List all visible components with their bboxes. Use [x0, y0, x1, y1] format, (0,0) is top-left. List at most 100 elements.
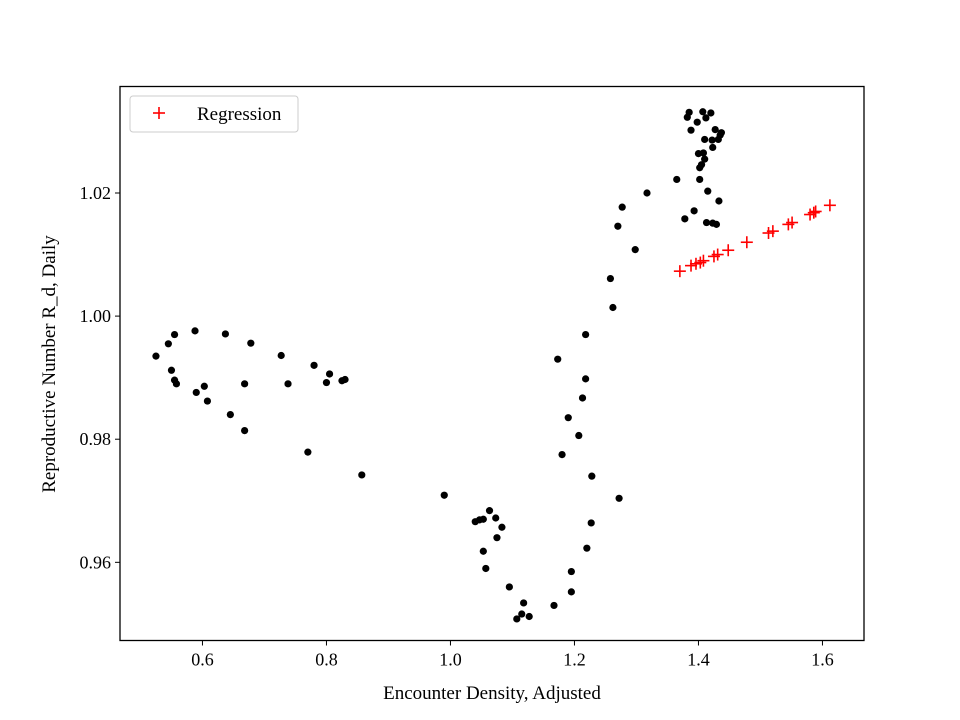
data-point	[172, 380, 181, 388]
data-point	[685, 108, 693, 116]
data-point	[711, 125, 719, 134]
data-point	[203, 397, 212, 405]
data-point	[699, 108, 707, 116]
legend: Regression	[129, 95, 299, 133]
data-point	[567, 567, 575, 576]
data-point	[709, 143, 717, 152]
regression-point	[823, 199, 836, 212]
data-point	[284, 380, 292, 388]
data-point	[226, 410, 234, 419]
regression-point	[685, 259, 698, 272]
data-point	[697, 161, 706, 169]
data-point	[578, 394, 587, 402]
x-axis-ticks: 0.6 0.8 1.0 1.2 1.4 1.6	[191, 640, 834, 670]
plot-frame	[119, 85, 865, 642]
data-point	[575, 431, 583, 440]
data-point	[440, 491, 448, 499]
data-point	[304, 448, 312, 456]
data-point	[191, 327, 199, 335]
x-tick-label: 0.8	[315, 650, 338, 670]
data-point	[358, 471, 366, 479]
legend-box	[129, 95, 299, 133]
data-point	[277, 351, 285, 360]
data-point	[247, 339, 255, 347]
data-point	[587, 519, 595, 527]
data-point	[241, 426, 249, 435]
regression-point	[807, 206, 820, 219]
data-point	[606, 274, 615, 283]
regression-point	[694, 256, 707, 269]
regression-point	[740, 236, 753, 249]
data-point	[643, 189, 651, 197]
regression-point	[722, 244, 735, 257]
data-point	[170, 330, 179, 339]
data-point	[310, 361, 318, 369]
data-point	[492, 514, 500, 522]
data-point	[505, 583, 513, 591]
data-point	[567, 588, 575, 596]
data-point	[558, 451, 566, 459]
data-point	[704, 187, 712, 195]
y-tick-label: 0.96	[80, 552, 112, 572]
data-point	[673, 175, 681, 184]
regression-point	[673, 265, 686, 278]
y-tick-label: 0.98	[80, 429, 112, 449]
data-point	[479, 547, 487, 555]
data-point	[167, 366, 176, 374]
data-point	[325, 370, 334, 378]
data-point	[681, 215, 689, 223]
data-point	[702, 218, 711, 227]
x-tick-label: 0.6	[191, 650, 214, 670]
regression-point	[766, 225, 779, 238]
data-point	[241, 380, 249, 388]
data-point	[701, 135, 709, 144]
regression-point	[809, 205, 822, 218]
data-point	[609, 303, 617, 312]
data-point	[693, 118, 701, 126]
y-tick-label: 1.02	[80, 183, 112, 203]
data-point	[554, 355, 562, 363]
legend-plus-marker	[153, 107, 165, 119]
data-point	[702, 114, 710, 122]
data-point	[687, 126, 695, 134]
data-point	[712, 220, 721, 228]
data-point	[631, 246, 639, 254]
x-tick-label: 1.2	[563, 650, 586, 670]
data-point	[518, 610, 526, 618]
data-point	[341, 375, 349, 384]
y-axis-ticks: 0.96 0.98 1.00 1.02	[80, 183, 120, 572]
legend-plus-icon	[153, 107, 165, 119]
regression-point	[697, 254, 710, 267]
regression-point	[711, 248, 724, 261]
data-point	[498, 523, 506, 531]
data-point	[550, 601, 558, 610]
x-tick-label: 1.6	[811, 650, 834, 670]
x-axis-label: Encounter Density, Adjusted	[383, 683, 601, 704]
data-point	[696, 175, 704, 184]
legend-label-regression: Regression	[197, 104, 282, 125]
data-point	[485, 507, 494, 515]
data-point	[583, 544, 591, 552]
data-point	[520, 599, 528, 607]
data-point	[525, 612, 533, 621]
data-point	[618, 203, 626, 211]
data-point	[707, 109, 715, 117]
data-point	[564, 414, 572, 422]
data-point	[701, 155, 709, 163]
data-point	[715, 197, 723, 205]
regression-point	[786, 216, 799, 229]
data-point	[493, 534, 501, 542]
x-tick-label: 1.0	[439, 650, 462, 670]
x-tick-label: 1.4	[687, 650, 710, 670]
data-point	[482, 564, 490, 573]
y-tick-label: 1.00	[80, 306, 112, 326]
data-point	[192, 388, 200, 397]
data-point	[221, 330, 229, 338]
data-point	[615, 494, 623, 502]
data-point	[164, 340, 172, 348]
data-point	[614, 222, 622, 230]
data-point	[152, 352, 160, 360]
data-point	[479, 515, 487, 523]
data-point	[200, 382, 208, 390]
